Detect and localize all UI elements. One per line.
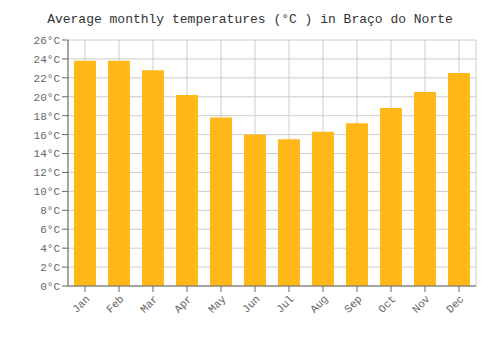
svg-text:12°C: 12°C <box>34 167 61 179</box>
svg-text:Jan: Jan <box>70 293 92 315</box>
html-text:Average monthly temperatures (: Average monthly temperatures (°C ) in Br… <box>47 12 453 27</box>
svg-text:26°C: 26°C <box>34 35 61 47</box>
svg-text:Apr: Apr <box>172 293 194 315</box>
svg-text:Jul: Jul <box>274 293 296 315</box>
svg-text:Oct: Oct <box>376 293 398 315</box>
svg-text:24°C: 24°C <box>34 54 61 66</box>
svg-text:Nov: Nov <box>410 293 433 316</box>
svg-text:Jun: Jun <box>240 293 262 315</box>
svg-text:2°C: 2°C <box>40 262 60 274</box>
svg-text:8°C: 8°C <box>40 205 60 217</box>
svg-text:Dec: Dec <box>444 293 466 315</box>
svg-text:4°C: 4°C <box>40 243 60 255</box>
svg-text:6°C: 6°C <box>40 224 60 236</box>
svg-text:14°C: 14°C <box>34 148 61 160</box>
svg-text:May: May <box>206 293 229 316</box>
svg-text:18°C: 18°C <box>34 111 61 123</box>
svg-text:Mar: Mar <box>138 293 160 315</box>
svg-text:10°C: 10°C <box>34 186 61 198</box>
svg-text:22°C: 22°C <box>34 73 61 85</box>
svg-text:0°C: 0°C <box>40 281 60 293</box>
svg-text:20°C: 20°C <box>34 92 61 104</box>
svg-text:Aug: Aug <box>308 293 330 315</box>
svg-text:16°C: 16°C <box>34 130 61 142</box>
svg-text:Feb: Feb <box>104 293 126 315</box>
svg-text:Sep: Sep <box>342 293 364 315</box>
